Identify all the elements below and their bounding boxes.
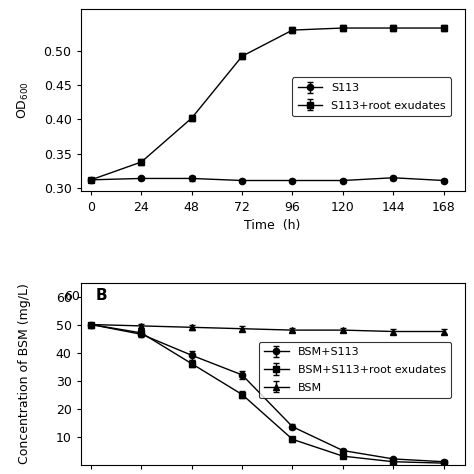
Legend: S113, S113+root exudates: S113, S113+root exudates bbox=[292, 77, 451, 116]
Text: 60: 60 bbox=[64, 290, 80, 303]
X-axis label: Time  (h): Time (h) bbox=[245, 219, 301, 232]
Y-axis label: OD$_{600}$: OD$_{600}$ bbox=[16, 82, 31, 119]
Y-axis label: Concentration of BSM (mg/L): Concentration of BSM (mg/L) bbox=[18, 283, 31, 464]
Text: B: B bbox=[96, 288, 108, 303]
Legend: BSM+S113, BSM+S113+root exudates, BSM: BSM+S113, BSM+S113+root exudates, BSM bbox=[259, 342, 451, 398]
